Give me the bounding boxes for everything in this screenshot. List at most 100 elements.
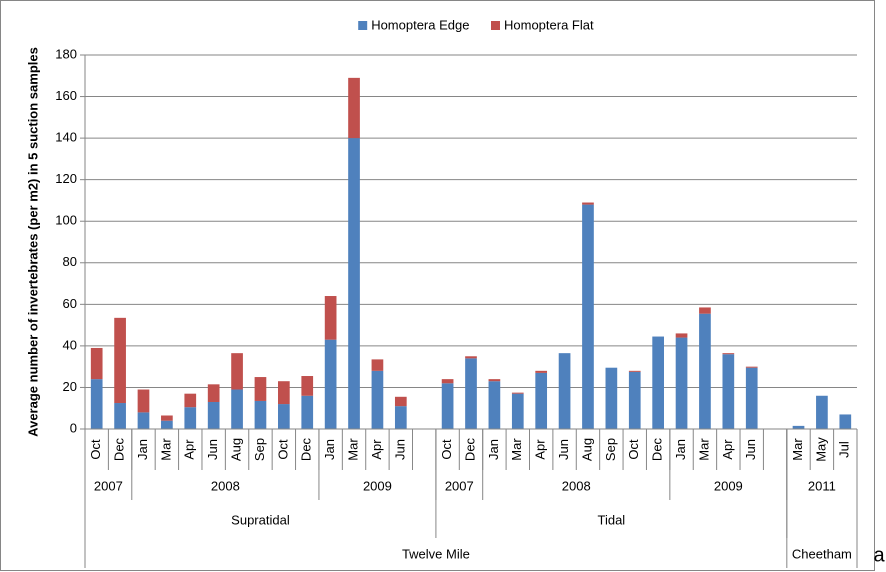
x-tick-label: Oct xyxy=(626,439,641,460)
y-axis-title: Average number of invertebrates (per m2)… xyxy=(25,47,40,437)
x-tick-label: Mar xyxy=(696,438,711,461)
bar-segment xyxy=(184,407,197,429)
x-tick-label: Jun xyxy=(556,439,571,460)
bar-segment xyxy=(839,414,852,429)
bar-segment xyxy=(722,354,735,429)
bar-segment xyxy=(184,393,197,408)
x-tick-label: Jun xyxy=(392,439,407,460)
group-label: 2007 xyxy=(445,478,474,493)
bar-segment xyxy=(699,307,711,314)
bar-segment xyxy=(488,381,501,429)
bar-segment xyxy=(628,370,641,372)
bar-segment xyxy=(301,395,314,429)
y-tick-label: 100 xyxy=(55,213,77,228)
bar-segment xyxy=(114,317,126,404)
x-tick-label: Aug xyxy=(228,438,243,461)
x-tick-label: Dec xyxy=(112,437,127,461)
bar-segment xyxy=(699,313,711,429)
legend-label: Homoptera Edge xyxy=(371,17,469,32)
bar-segment xyxy=(675,333,688,338)
x-tick-label: Apr xyxy=(182,439,197,460)
bar-segment xyxy=(511,392,524,394)
bar-segment xyxy=(582,204,594,429)
bar-segment xyxy=(816,395,828,429)
bar-segment xyxy=(558,353,571,429)
group-label: 2011 xyxy=(808,478,836,493)
bar-segment xyxy=(465,358,477,429)
bar-segment xyxy=(465,356,477,359)
bar-segment xyxy=(371,359,384,371)
bar-segment xyxy=(535,370,548,373)
bar-segment xyxy=(745,367,758,429)
x-tick-label: Jan xyxy=(322,439,337,460)
bar-segment xyxy=(161,420,173,429)
bar-segment xyxy=(137,412,150,429)
bar-segment xyxy=(371,370,384,429)
x-tick-label: Sep xyxy=(603,438,618,461)
x-tick-label: Jul xyxy=(837,441,852,458)
x-tick-label: Jan xyxy=(673,439,688,460)
bar-segment xyxy=(394,396,407,407)
x-tick-label: Jan xyxy=(135,439,150,460)
x-tick-label: Dec xyxy=(650,437,665,461)
bar-segment xyxy=(207,401,220,429)
bar-segment xyxy=(207,384,220,402)
bar-segment xyxy=(301,376,314,396)
x-tick-label: Mar xyxy=(509,438,524,461)
y-tick-label: 60 xyxy=(63,296,77,311)
group-label: 2008 xyxy=(211,478,240,493)
bar-segment xyxy=(278,404,290,429)
bar-segment xyxy=(441,379,454,384)
y-tick-label: 120 xyxy=(55,171,77,186)
bar-segment xyxy=(90,347,103,380)
x-tick-label: Mar xyxy=(790,438,805,461)
x-tick-label: Aug xyxy=(579,438,594,461)
x-tick-label: Oct xyxy=(275,439,290,460)
group-label: 2007 xyxy=(94,478,123,493)
bar-segment xyxy=(137,389,150,413)
panel-label: a xyxy=(873,544,885,566)
bar-segment xyxy=(114,403,126,429)
group-label: Supratidal xyxy=(231,512,290,527)
bar-segment xyxy=(394,406,407,429)
group-label: Tidal xyxy=(598,512,626,527)
bar-segment xyxy=(90,379,103,429)
x-tick-label: Apr xyxy=(720,439,735,460)
x-tick-label: Oct xyxy=(88,439,103,460)
bar-segment xyxy=(675,337,688,429)
bar-segment xyxy=(792,425,805,429)
y-tick-label: 0 xyxy=(70,420,77,435)
bar-segment xyxy=(511,393,524,429)
group-label: 2008 xyxy=(562,478,591,493)
legend-swatch xyxy=(358,21,368,30)
y-tick-label: 40 xyxy=(63,337,77,352)
bar-segment xyxy=(348,138,360,429)
bar-segment xyxy=(254,377,267,401)
bar-segment xyxy=(278,381,290,405)
bar-segment xyxy=(161,415,173,421)
x-tick-label: May xyxy=(813,437,828,462)
bar-segment xyxy=(722,353,735,355)
y-tick-label: 20 xyxy=(63,379,77,394)
bar-segment xyxy=(745,366,758,368)
bar-segment xyxy=(324,339,337,429)
bar-segment xyxy=(231,353,243,390)
x-tick-label: Mar xyxy=(345,438,360,461)
x-tick-label: Dec xyxy=(462,437,477,461)
bar-segment xyxy=(652,336,664,429)
x-tick-label: Apr xyxy=(369,439,384,460)
x-tick-label: Apr xyxy=(533,439,548,460)
x-tick-label: Dec xyxy=(299,437,314,461)
bar-segment xyxy=(348,77,360,139)
legend-swatch xyxy=(491,21,500,30)
y-tick-label: 180 xyxy=(55,46,77,61)
bar-segment xyxy=(582,202,594,205)
group-label: Cheetham xyxy=(792,546,852,561)
x-tick-label: Jan xyxy=(486,439,501,460)
y-tick-label: 160 xyxy=(55,88,77,103)
x-tick-label: Sep xyxy=(252,438,267,461)
bar-segment xyxy=(441,383,454,429)
group-label: Twelve Mile xyxy=(402,546,470,561)
